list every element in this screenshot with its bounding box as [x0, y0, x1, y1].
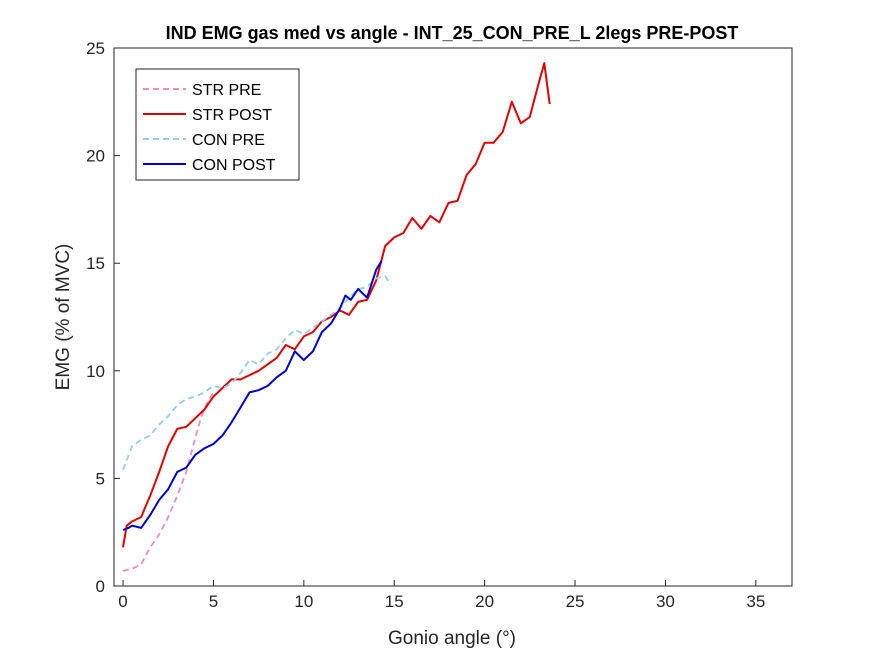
x-tick-label: 0	[118, 592, 127, 611]
x-tick-label: 35	[746, 592, 765, 611]
y-axis-label: EMG (% of MVC)	[53, 244, 74, 391]
y-tick-label: 10	[86, 362, 105, 381]
legend-entries: STR PRE STR POST CON PRE CON POST	[143, 82, 276, 174]
series-line-con-post	[122, 260, 383, 531]
legend-label: CON POST	[192, 157, 276, 174]
x-axis-ticks: 0 5 10 15 20 25 30 35	[118, 580, 765, 611]
y-tick-label: 15	[86, 254, 105, 273]
chart-title: IND EMG gas med vs angle - INT_25_CON_PR…	[166, 23, 739, 43]
legend-box	[135, 68, 300, 181]
y-tick-label: 25	[86, 39, 105, 58]
legend: STR PRE STR POST CON PRE CON POST	[135, 68, 300, 181]
x-axis-label: Gonio angle (°)	[388, 628, 516, 649]
series-line-str-pre	[122, 391, 215, 572]
x-tick-label: 25	[566, 592, 585, 611]
legend-label: STR PRE	[192, 82, 261, 99]
legend-label: STR POST	[192, 107, 272, 124]
x-tick-label: 30	[656, 592, 675, 611]
y-tick-label: 20	[86, 147, 105, 166]
series-line-str-post	[122, 62, 551, 548]
y-axis-ticks: 0 5 10 15 20 25	[86, 39, 120, 596]
legend-label: CON PRE	[192, 132, 265, 149]
y-tick-label: 5	[96, 469, 105, 488]
x-tick-label: 20	[475, 592, 494, 611]
x-tick-label: 15	[385, 592, 404, 611]
x-tick-label: 5	[209, 592, 218, 611]
y-tick-label: 0	[96, 577, 105, 596]
series-layer	[122, 62, 551, 572]
series-line-con-pre	[122, 275, 392, 471]
x-tick-label: 10	[294, 592, 313, 611]
